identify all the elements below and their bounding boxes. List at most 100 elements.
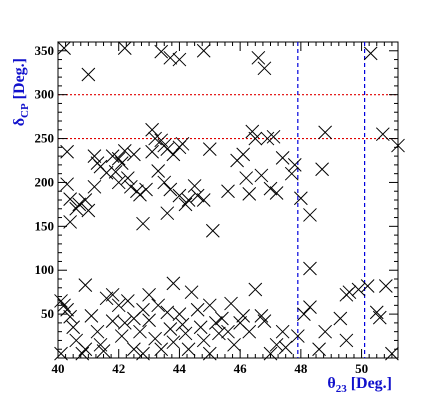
data-point	[379, 279, 393, 293]
data-point	[312, 342, 326, 357]
data-point	[248, 282, 263, 297]
data-point	[372, 310, 387, 325]
data-point	[54, 294, 68, 308]
data-point	[284, 166, 299, 181]
data-points	[54, 41, 405, 361]
data-point	[369, 305, 384, 320]
data-point	[127, 147, 141, 162]
data-point	[175, 136, 190, 151]
data-point	[57, 298, 71, 313]
data-point	[215, 311, 229, 326]
data-point	[54, 346, 68, 361]
y-axis-title: δCP [Deg.]	[11, 58, 31, 126]
data-point	[196, 43, 211, 58]
data-point	[60, 177, 74, 192]
data-point	[275, 324, 290, 339]
data-point	[242, 187, 257, 201]
data-point	[75, 346, 90, 361]
data-point	[136, 346, 150, 361]
data-point	[66, 320, 81, 335]
data-point	[117, 41, 132, 55]
data-point	[375, 127, 390, 142]
data-point	[111, 298, 126, 313]
data-point	[297, 307, 311, 321]
y-tick-label: 250	[35, 131, 55, 146]
data-point	[87, 179, 102, 194]
data-point	[154, 44, 169, 59]
data-point	[117, 143, 132, 158]
data-point	[117, 316, 132, 330]
data-point	[202, 346, 217, 361]
data-point	[120, 171, 135, 185]
data-point	[248, 131, 263, 146]
reference-lines	[58, 42, 398, 358]
data-point	[84, 309, 99, 323]
data-point	[111, 151, 126, 166]
x-axis-title: θ23 [Deg.]	[327, 375, 392, 395]
data-point	[351, 282, 366, 297]
data-point	[60, 302, 74, 317]
data-point	[136, 216, 150, 231]
data-point	[151, 298, 166, 313]
data-point	[190, 188, 205, 203]
data-point	[124, 179, 138, 194]
data-point	[133, 324, 147, 339]
data-point	[287, 158, 302, 172]
data-point	[333, 311, 348, 326]
data-point	[257, 61, 272, 76]
plot-frame	[57, 41, 399, 359]
y-tick-label: 350	[35, 43, 55, 58]
data-point	[212, 326, 226, 341]
data-point	[181, 193, 196, 207]
data-point	[193, 320, 208, 335]
x-tick-label: 42	[112, 361, 125, 376]
data-point	[148, 131, 162, 146]
data-point	[360, 279, 375, 293]
data-point	[78, 342, 93, 357]
data-point	[127, 342, 141, 357]
data-point	[81, 203, 96, 218]
data-point	[96, 344, 111, 358]
data-point	[202, 298, 217, 313]
x-tick-label: 40	[52, 361, 65, 376]
data-point	[221, 324, 235, 339]
y-tick-label: 100	[35, 262, 55, 277]
data-point	[184, 285, 199, 300]
data-point	[160, 305, 175, 320]
data-point	[391, 138, 405, 153]
data-point	[303, 261, 317, 276]
data-point	[172, 307, 187, 321]
data-point	[363, 46, 378, 61]
x-axis-ticks: 40 42 44 46 48 50	[52, 42, 393, 376]
data-point	[263, 346, 278, 361]
data-point	[142, 287, 156, 302]
data-point	[294, 191, 308, 206]
data-point	[205, 223, 220, 238]
data-point	[269, 186, 284, 200]
data-point	[57, 41, 71, 55]
data-point	[163, 322, 178, 336]
data-point	[108, 165, 123, 179]
x-tick-label: 44	[173, 361, 187, 376]
data-point	[254, 168, 269, 183]
data-point	[196, 333, 211, 348]
data-point	[278, 340, 293, 355]
data-point	[105, 287, 120, 302]
data-point	[114, 156, 129, 170]
data-point	[175, 317, 190, 332]
data-point	[78, 278, 93, 292]
data-point	[136, 302, 150, 317]
data-point	[105, 314, 120, 328]
data-point	[163, 50, 178, 65]
data-point	[87, 149, 102, 163]
data-point	[181, 342, 196, 357]
data-point	[133, 187, 147, 202]
data-point	[178, 326, 193, 341]
data-point	[166, 335, 181, 350]
data-point	[139, 182, 153, 197]
data-point	[269, 337, 284, 352]
data-point	[166, 147, 181, 162]
data-point	[318, 324, 332, 339]
data-point	[275, 151, 290, 165]
data-point	[236, 147, 251, 162]
